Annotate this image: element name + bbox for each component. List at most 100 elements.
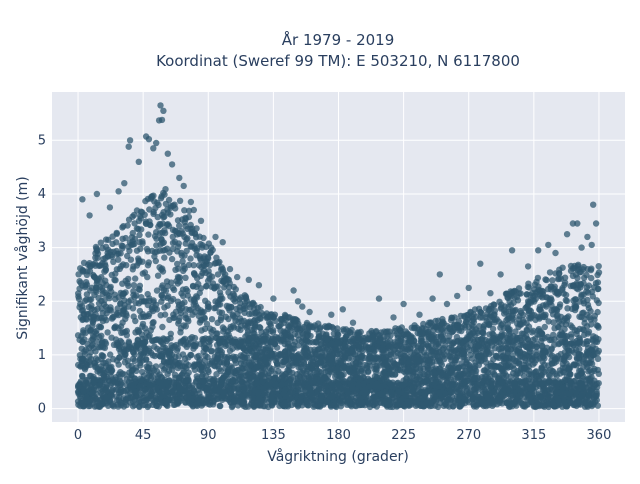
data-point (595, 300, 601, 306)
data-point (249, 395, 255, 401)
data-point (205, 278, 211, 284)
data-point (162, 311, 168, 317)
data-point (145, 231, 151, 237)
data-point (194, 373, 200, 379)
data-point (97, 284, 103, 290)
data-point (477, 309, 483, 315)
data-point (103, 236, 109, 242)
data-point (161, 254, 167, 260)
data-point (279, 316, 285, 322)
data-point (512, 328, 518, 334)
data-point (166, 317, 172, 323)
data-point (139, 209, 145, 215)
data-point (111, 249, 117, 255)
data-point (430, 323, 436, 329)
data-point (82, 351, 88, 357)
data-point (184, 235, 190, 241)
data-point (182, 275, 188, 281)
data-point (149, 304, 155, 310)
data-point (115, 325, 121, 331)
data-point (199, 244, 205, 250)
data-point (292, 321, 298, 327)
data-point (89, 317, 95, 323)
data-point (561, 326, 567, 332)
data-point (177, 278, 183, 284)
data-point (568, 378, 574, 384)
data-point (182, 219, 188, 225)
data-point (576, 298, 582, 304)
data-point (174, 231, 180, 237)
data-point (154, 200, 160, 206)
data-point (499, 321, 505, 327)
data-point (102, 261, 108, 267)
data-point (118, 242, 124, 248)
data-point (539, 335, 545, 341)
data-point (176, 315, 182, 321)
data-point (388, 389, 394, 395)
data-point (480, 326, 486, 332)
data-point (355, 329, 361, 335)
data-point (191, 271, 197, 277)
data-point (232, 317, 238, 323)
data-point (138, 294, 144, 300)
data-point (230, 296, 236, 302)
data-point (212, 298, 218, 304)
data-point (166, 197, 172, 203)
data-point (132, 275, 138, 281)
data-point (161, 191, 167, 197)
data-point (130, 230, 136, 236)
data-point (309, 362, 315, 368)
data-point (126, 248, 132, 254)
data-point (581, 275, 587, 281)
data-point (317, 326, 323, 332)
data-point (547, 269, 553, 275)
data-point (275, 368, 281, 374)
data-point (595, 324, 601, 330)
data-point (557, 370, 563, 376)
data-point (588, 401, 594, 407)
data-point (571, 362, 577, 368)
data-point (270, 327, 276, 333)
data-point (192, 335, 198, 341)
data-point (496, 299, 502, 305)
data-point (120, 261, 126, 267)
data-point (438, 333, 444, 339)
data-point (145, 313, 151, 319)
data-point (98, 324, 104, 330)
data-point (178, 290, 184, 296)
data-point (517, 321, 523, 327)
data-point (525, 298, 531, 304)
data-point (238, 318, 244, 324)
data-point (215, 283, 221, 289)
data-point (217, 403, 223, 409)
data-point (181, 299, 187, 305)
data-point (516, 285, 522, 291)
data-point (195, 281, 201, 287)
data-point (169, 256, 175, 262)
data-point (586, 305, 592, 311)
data-point (156, 264, 162, 270)
data-point (373, 328, 379, 334)
data-point (342, 378, 348, 384)
data-point (159, 284, 165, 290)
data-point (466, 324, 472, 330)
data-point (80, 268, 86, 274)
data-point (104, 291, 110, 297)
data-point (210, 327, 216, 333)
data-point (498, 378, 504, 384)
data-point (105, 247, 111, 253)
data-point (551, 307, 557, 313)
data-point (570, 297, 576, 303)
data-point (286, 314, 292, 320)
data-point (469, 313, 475, 319)
data-point (128, 297, 134, 303)
data-point (161, 227, 167, 233)
data-point (77, 280, 83, 286)
data-point (146, 295, 152, 301)
data-point (486, 321, 492, 327)
data-point (392, 371, 398, 377)
data-point (549, 277, 555, 283)
data-point (242, 305, 248, 311)
